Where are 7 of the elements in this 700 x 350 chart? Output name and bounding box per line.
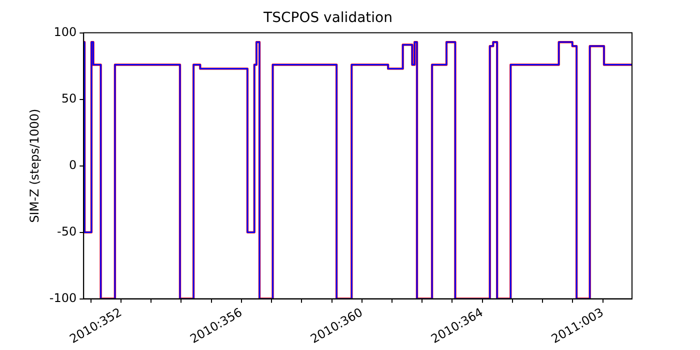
chart-title: TSCPOS validation xyxy=(262,10,392,26)
y-tick-label: 100 xyxy=(54,24,77,39)
y-tick-label: 0 xyxy=(68,158,77,172)
y-tick-label: -100 xyxy=(49,290,77,305)
y-tick-label: -50 xyxy=(57,224,77,238)
y-tick-label: 50 xyxy=(61,91,77,106)
y-axis-title: SIM-Z (steps/1000) xyxy=(27,108,42,223)
